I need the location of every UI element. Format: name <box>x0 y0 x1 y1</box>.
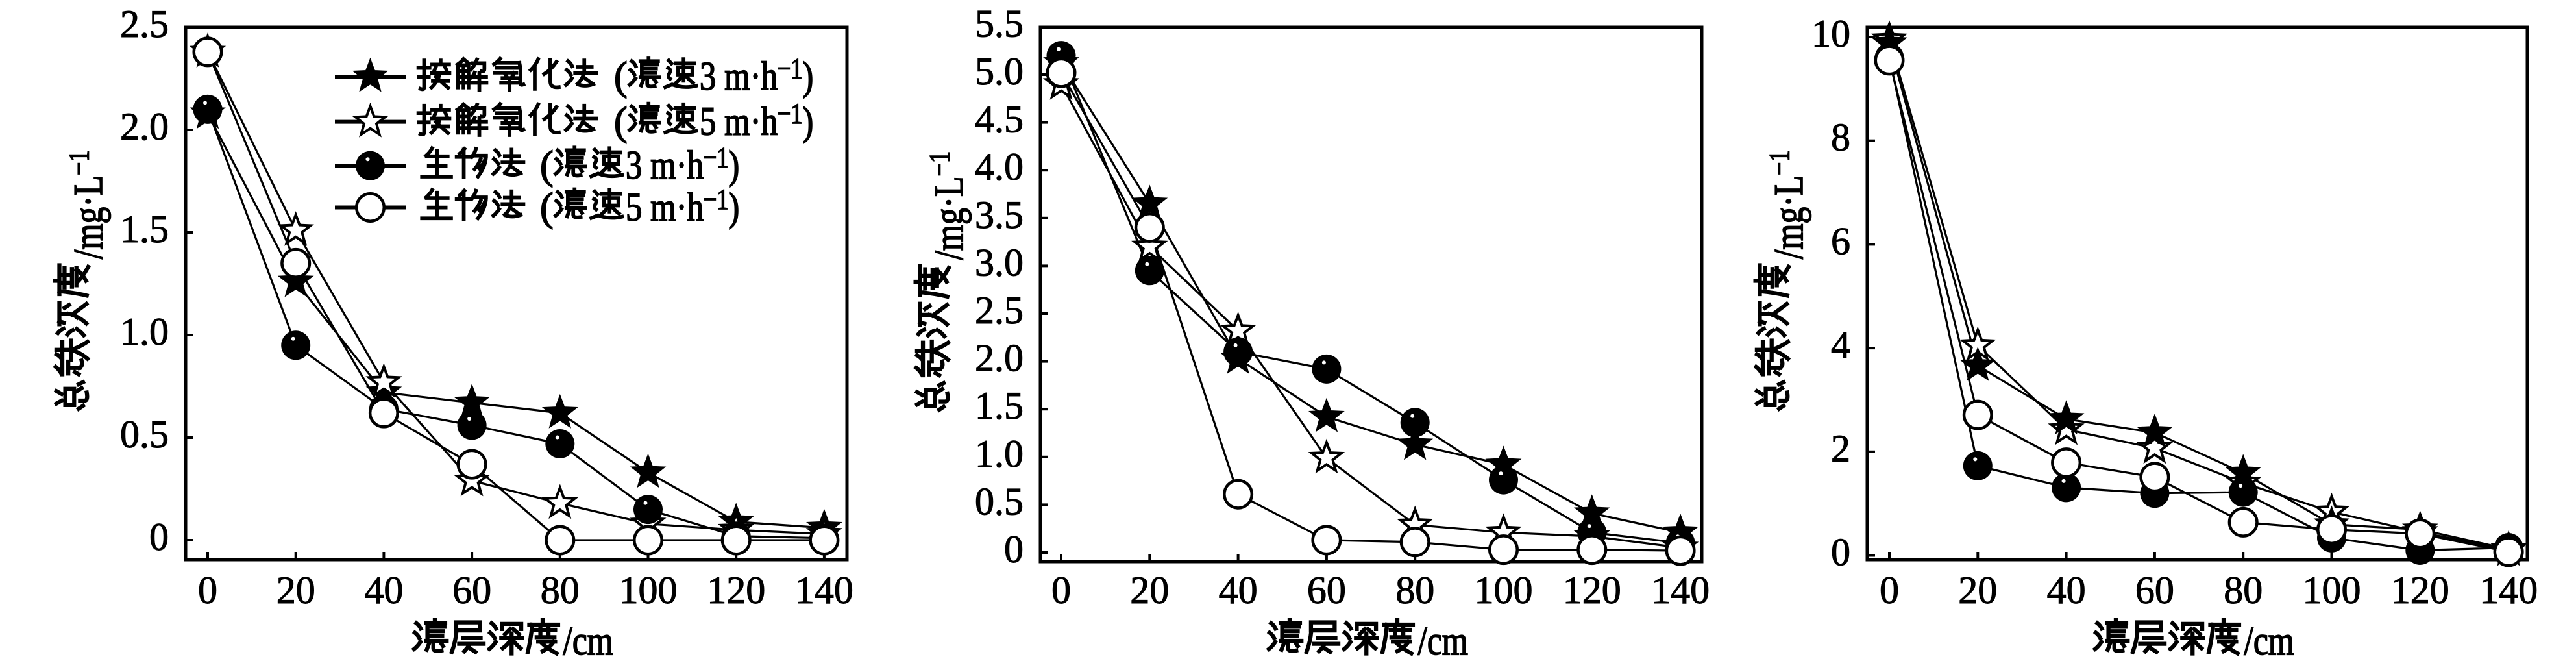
svg-text:5.5: 5.5 <box>975 2 1024 45</box>
svg-text:0: 0 <box>1004 528 1024 571</box>
svg-text:8: 8 <box>1831 116 1850 159</box>
svg-text:2.5: 2.5 <box>120 3 169 45</box>
svg-text:120: 120 <box>707 569 765 612</box>
svg-text:4.0: 4.0 <box>975 145 1024 188</box>
svg-text:1.5: 1.5 <box>975 384 1024 427</box>
svg-text:3.0: 3.0 <box>975 241 1024 284</box>
svg-text:100: 100 <box>2303 569 2361 612</box>
svg-text:0.5: 0.5 <box>120 413 169 456</box>
svg-text:6: 6 <box>1831 219 1850 262</box>
svg-text:40: 40 <box>2047 569 2086 612</box>
svg-text:80: 80 <box>2224 569 2263 612</box>
svg-text:140: 140 <box>1651 569 1710 612</box>
svg-text:20: 20 <box>1130 569 1169 612</box>
svg-text:20: 20 <box>1958 569 1997 612</box>
svg-text:20: 20 <box>276 569 315 612</box>
svg-text:1.0: 1.0 <box>975 432 1024 475</box>
svg-text:60: 60 <box>1307 569 1346 612</box>
svg-text:100: 100 <box>619 569 678 612</box>
svg-text:40: 40 <box>1219 569 1258 612</box>
svg-text:0.5: 0.5 <box>975 480 1024 523</box>
svg-text:0: 0 <box>1051 569 1071 612</box>
svg-text:(: ( <box>540 186 554 230</box>
svg-text:2: 2 <box>1831 427 1850 470</box>
svg-text:100: 100 <box>1475 569 1533 612</box>
svg-text:2.0: 2.0 <box>975 337 1024 380</box>
svg-text:0: 0 <box>1880 569 1899 612</box>
svg-text:4: 4 <box>1831 323 1850 366</box>
svg-text:/cm: /cm <box>2244 619 2294 664</box>
svg-text:120: 120 <box>1563 569 1621 612</box>
svg-text:0: 0 <box>149 516 169 558</box>
svg-text:/cm: /cm <box>563 619 613 664</box>
svg-text:2.5: 2.5 <box>975 289 1024 332</box>
svg-text:/mg·L−1: /mg·L−1 <box>63 151 112 259</box>
svg-text:80: 80 <box>1395 569 1434 612</box>
svg-text:60: 60 <box>452 569 491 612</box>
svg-text:4.5: 4.5 <box>975 98 1024 141</box>
svg-text:80: 80 <box>541 569 580 612</box>
svg-text:3 m·h−1): 3 m·h−1) <box>626 142 739 188</box>
svg-text:0: 0 <box>1831 531 1850 574</box>
svg-text:/cm: /cm <box>1418 619 1468 664</box>
svg-text:40: 40 <box>364 569 403 612</box>
svg-text:1.0: 1.0 <box>120 310 169 353</box>
svg-text:(: ( <box>540 143 554 188</box>
svg-text:140: 140 <box>795 569 853 612</box>
svg-text:10: 10 <box>1811 12 1850 55</box>
svg-text:(: ( <box>614 100 628 144</box>
svg-text:1.5: 1.5 <box>120 208 169 251</box>
svg-text:5.0: 5.0 <box>975 50 1024 93</box>
svg-text:0: 0 <box>198 569 217 612</box>
svg-text:(: ( <box>614 55 628 99</box>
svg-text:140: 140 <box>2479 569 2538 612</box>
svg-text:120: 120 <box>2391 569 2449 612</box>
svg-text:3.5: 3.5 <box>975 193 1024 236</box>
svg-text:60: 60 <box>2135 569 2174 612</box>
svg-text:2.0: 2.0 <box>120 105 169 148</box>
